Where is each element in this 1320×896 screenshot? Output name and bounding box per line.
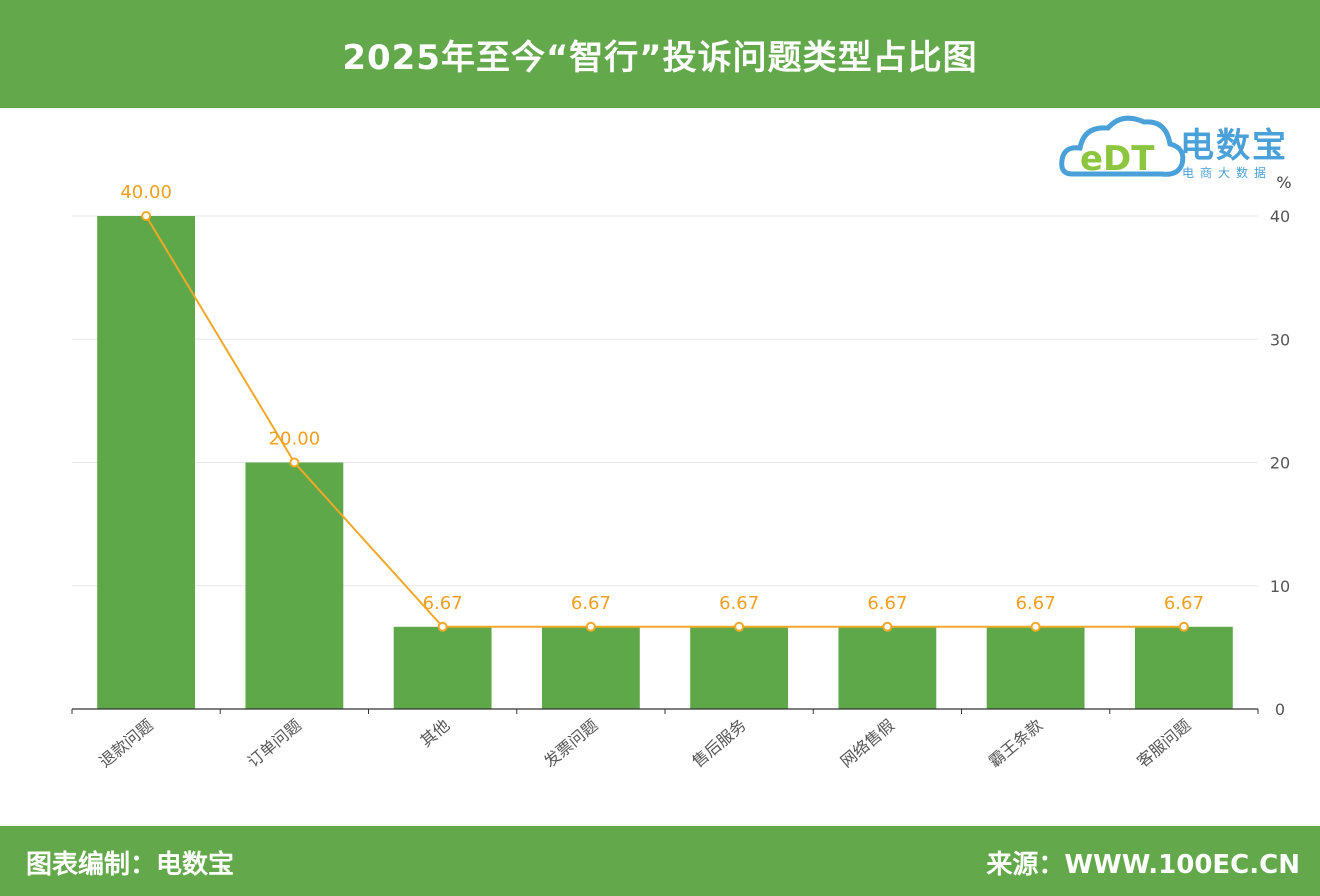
y-tick-label: 40 xyxy=(1270,207,1290,226)
data-label: 6.67 xyxy=(1164,593,1204,614)
bar xyxy=(393,626,492,709)
x-axis: 退款问题 订单问题 其他 发票问题 售后服务 网络售假 霸王条款 客服问题 xyxy=(71,708,1259,772)
logo-mark: eDT xyxy=(1080,139,1155,179)
footer-credit: 图表编制：电数宝 xyxy=(26,850,235,880)
x-tick-label: 订单问题 xyxy=(244,716,305,772)
line-point xyxy=(289,457,300,468)
x-tick-label: 退款问题 xyxy=(95,716,156,772)
logo-brand-text: 电数宝 xyxy=(1180,126,1288,166)
x-tick-label: 网络售假 xyxy=(837,716,898,772)
line-point xyxy=(437,621,448,632)
data-label: 6.67 xyxy=(719,593,759,614)
y-tick-label: 0 xyxy=(1275,700,1285,719)
line-point xyxy=(1178,621,1189,632)
y-axis: 0 10 20 30 40% xyxy=(1270,173,1292,719)
chart-title-band: 2025年至今“智行”投诉问题类型占比图 xyxy=(0,0,1320,108)
line-point xyxy=(734,621,745,632)
bar xyxy=(690,626,789,709)
footer-source: 来源：WWW.100EC.CN xyxy=(986,850,1300,880)
bar xyxy=(838,626,937,709)
bar xyxy=(97,216,196,709)
x-tick-label: 客服问题 xyxy=(1133,716,1194,772)
y-tick-label: 30 xyxy=(1270,330,1290,349)
x-tick-label: 发票问题 xyxy=(540,716,601,772)
y-tick-label: 10 xyxy=(1270,577,1290,596)
line-point xyxy=(882,621,893,632)
bar xyxy=(245,462,344,709)
x-tick-label: 售后服务 xyxy=(688,716,749,772)
bar xyxy=(986,626,1085,709)
footer-band: 图表编制：电数宝 来源：WWW.100EC.CN xyxy=(0,826,1320,896)
data-label: 20.00 xyxy=(269,429,321,450)
trend-line xyxy=(141,211,1189,632)
data-label: 6.67 xyxy=(867,593,907,614)
y-axis-unit: % xyxy=(1276,173,1291,192)
bars xyxy=(97,216,1233,709)
data-labels: 40.00 20.00 6.67 6.67 6.67 6.67 6.67 6.67 xyxy=(120,182,1204,614)
brand-logo: eDT 电数宝 电商大数据 xyxy=(1058,104,1312,188)
y-tick-label: 20 xyxy=(1270,454,1290,473)
bar xyxy=(541,626,640,709)
x-tick-label: 霸王条款 xyxy=(985,716,1046,772)
line-series xyxy=(145,215,1184,628)
cloud-logo-icon: eDT xyxy=(1059,115,1186,179)
data-label: 6.67 xyxy=(1016,593,1056,614)
line-point xyxy=(141,211,152,221)
data-label: 6.67 xyxy=(423,593,463,614)
data-label: 6.67 xyxy=(571,593,611,614)
logo-sub-text: 电商大数据 xyxy=(1182,166,1273,180)
complaint-type-chart: 40.00 20.00 6.67 6.67 6.67 6.67 6.67 6.67 0 10 20… xyxy=(71,173,1292,772)
line-point xyxy=(1030,621,1041,632)
bar xyxy=(1134,626,1233,709)
data-label: 40.00 xyxy=(120,182,172,203)
chart-title: 2025年至今“智行”投诉问题类型占比图 xyxy=(342,37,978,78)
line-point xyxy=(585,621,596,632)
x-tick-label: 其他 xyxy=(416,716,453,751)
